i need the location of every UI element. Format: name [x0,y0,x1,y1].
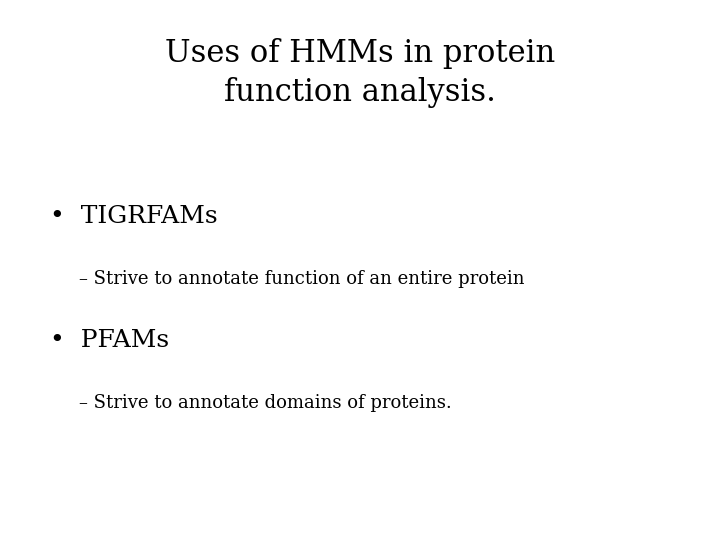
Text: Uses of HMMs in protein
function analysis.: Uses of HMMs in protein function analysi… [165,38,555,108]
Text: – Strive to annotate function of an entire protein: – Strive to annotate function of an enti… [79,270,525,288]
Text: – Strive to annotate domains of proteins.: – Strive to annotate domains of proteins… [79,394,452,412]
Text: •  TIGRFAMs: • TIGRFAMs [50,205,218,228]
Text: •  PFAMs: • PFAMs [50,329,169,353]
